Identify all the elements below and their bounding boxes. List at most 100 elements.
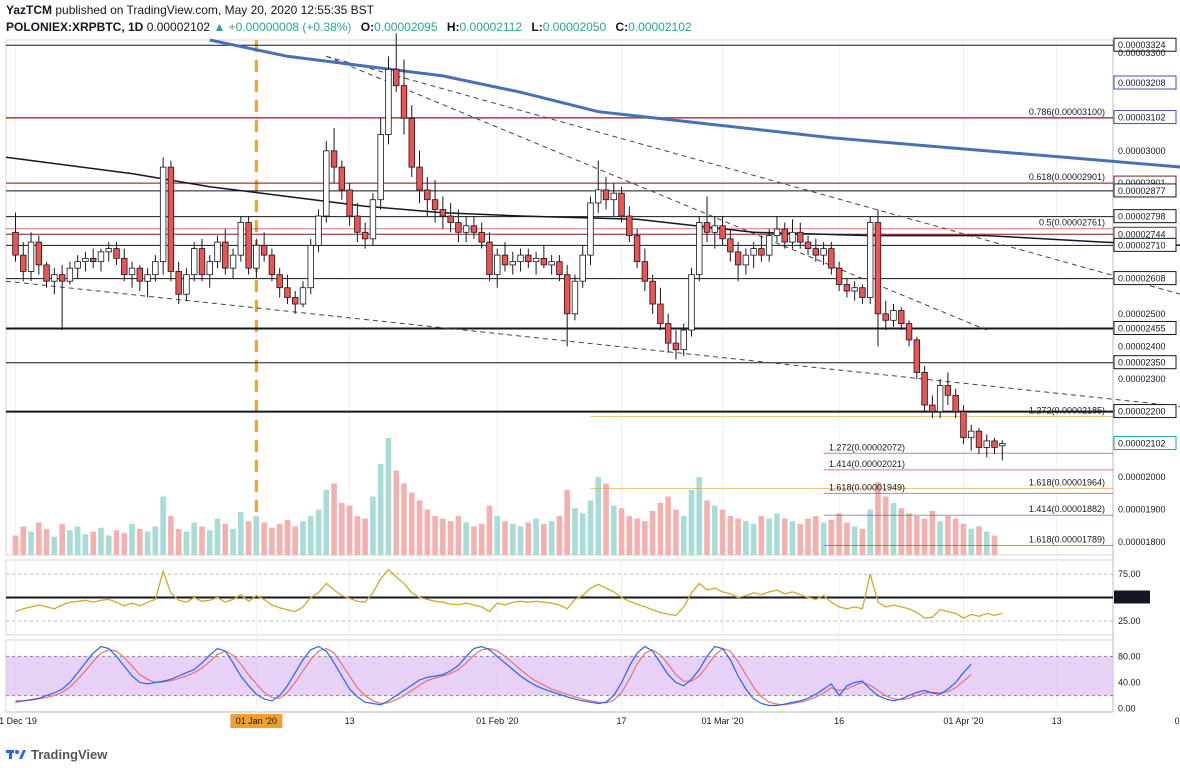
candle-down <box>913 339 921 373</box>
candle-down <box>121 257 128 276</box>
candle-up <box>369 199 377 240</box>
volume-bar <box>618 508 625 555</box>
volume-bar <box>432 516 438 555</box>
volume-bar <box>781 518 788 555</box>
candle-up <box>206 261 213 276</box>
candle-down <box>416 166 423 191</box>
volume-bar <box>478 523 485 555</box>
candle-down <box>260 244 268 256</box>
volume-bar <box>206 530 213 555</box>
candle-down <box>58 274 66 282</box>
price-axis-label: 0.00002877 <box>1118 186 1166 196</box>
price-axis-label: 0.00002500 <box>1118 309 1166 319</box>
volume-bar <box>346 505 353 555</box>
volume-bar <box>548 521 555 555</box>
volume-bar <box>354 516 361 555</box>
volume-bar <box>230 529 236 555</box>
volume-bar <box>28 531 34 555</box>
volume-bar <box>463 522 469 555</box>
volume-bar <box>455 516 462 555</box>
volume-bar <box>851 526 858 555</box>
price-axis-label: 0.00003324 <box>1118 40 1166 50</box>
volume-bar <box>183 531 190 555</box>
candle-down <box>167 166 175 272</box>
candle-down <box>35 241 43 266</box>
price-axis-label: 0.00002455 <box>1118 323 1166 333</box>
candle-down <box>719 225 726 240</box>
candle-up <box>152 261 159 276</box>
candle-up <box>27 241 35 272</box>
volume-bar <box>59 523 65 555</box>
volume-bar <box>175 529 182 555</box>
candle-down <box>136 267 144 282</box>
volume-bar <box>137 529 143 555</box>
fib-label: 1.618(0.00001949) <box>829 482 905 492</box>
volume-bar <box>160 496 166 555</box>
last-price: 0.00002102 <box>146 20 211 34</box>
volume-bar <box>238 512 244 555</box>
candle-up <box>128 267 136 276</box>
candle-up <box>51 274 58 282</box>
close-value: 0.00002102 <box>628 20 692 34</box>
volume-bar <box>945 516 951 555</box>
candle-up <box>610 192 617 201</box>
volume-bar <box>276 523 283 555</box>
volume-bar <box>168 516 174 555</box>
volume-bar <box>743 521 749 555</box>
stoch-axis-label: 0.00 <box>1118 704 1136 714</box>
volume-bar <box>673 509 679 555</box>
price-axis-label: 0.00002901 <box>1118 178 1166 188</box>
stoch-axis-label: 40.00 <box>1118 678 1141 688</box>
candle-down <box>361 231 369 240</box>
candle-down <box>330 150 338 168</box>
price-axis-label: 0.00002300 <box>1118 374 1166 384</box>
candle-up <box>105 248 112 253</box>
candle-up <box>851 287 858 292</box>
volume-bar <box>789 521 796 555</box>
candle-down <box>276 274 283 289</box>
volume-bar <box>875 482 881 555</box>
time-axis-label: 01 Feb '20 <box>476 716 518 726</box>
candle-up <box>299 287 307 305</box>
candle-down <box>540 257 548 266</box>
high-label: H: <box>446 20 460 34</box>
candle-down <box>633 235 641 263</box>
tradingview-logo-icon[interactable] <box>6 747 26 761</box>
candle-up <box>773 228 781 236</box>
volume-bar <box>890 503 897 555</box>
candle-down <box>292 297 299 305</box>
volume-bar <box>339 503 345 555</box>
footer: TradingView <box>6 744 107 764</box>
price-axis-label: 0.00001800 <box>1118 537 1166 547</box>
candle-up <box>462 225 470 233</box>
candle-up <box>517 254 524 263</box>
symbol-label[interactable]: POLONIEX:XRPBTC, 1D <box>6 20 144 34</box>
volume-bar <box>556 516 563 555</box>
volume-bar <box>952 518 959 555</box>
candle-down <box>12 231 19 256</box>
volume-bar <box>494 516 501 555</box>
price-axis-label-box <box>1113 355 1177 370</box>
tradingview-brand[interactable]: TradingView <box>31 746 108 762</box>
volume-bar <box>960 523 967 555</box>
price-axis-label: 0.00002350 <box>1118 358 1166 368</box>
volume-bar <box>696 477 703 555</box>
time-axis-label: 16 <box>834 716 844 726</box>
price-axis-label: 0.00002400 <box>1118 341 1166 351</box>
volume-bar <box>307 516 314 555</box>
candle-up <box>82 257 89 263</box>
candle-down <box>797 231 804 243</box>
price-axis-label: 0.00003300 <box>1118 48 1166 58</box>
candle-up <box>680 329 687 351</box>
candle-down <box>602 189 610 201</box>
volume-bar <box>797 523 804 555</box>
candle-down <box>439 209 447 217</box>
candle-down <box>812 248 820 256</box>
candle-down <box>859 287 866 298</box>
author-name[interactable]: YazTCM <box>6 3 53 17</box>
time-axis-label: 17 <box>617 716 627 726</box>
volume-bar <box>525 522 532 555</box>
price-axis-label: 0.00002102 <box>1118 439 1166 449</box>
high-value: 0.00002112 <box>459 20 523 34</box>
